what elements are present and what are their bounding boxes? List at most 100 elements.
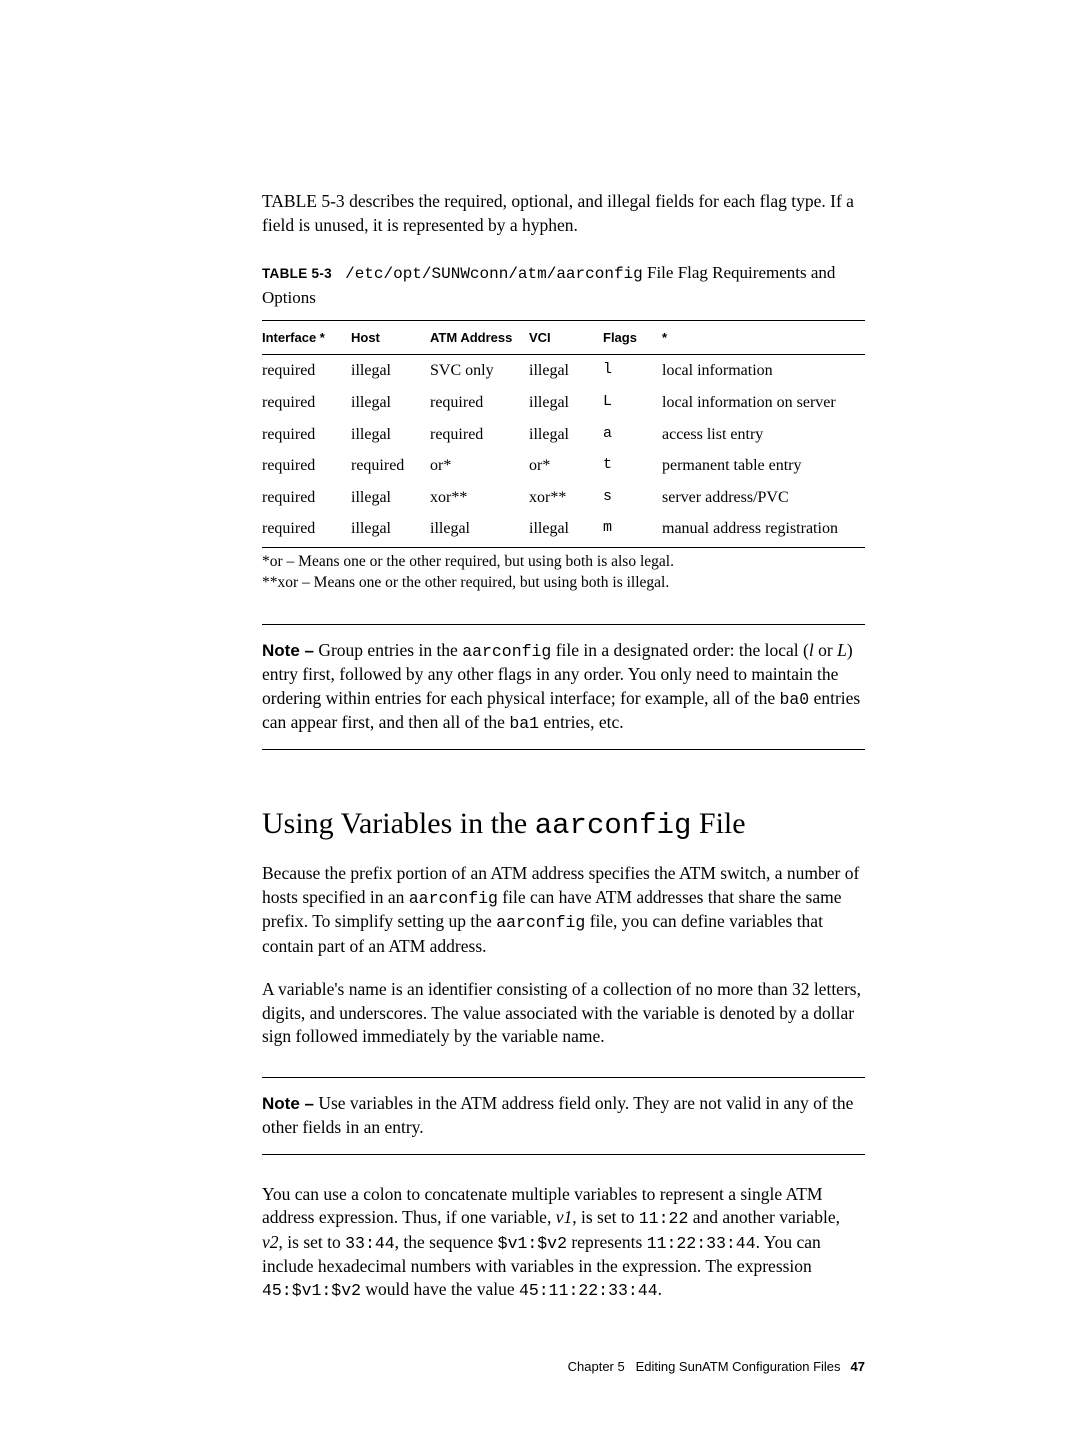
cell: illegal	[351, 387, 430, 419]
cell: a	[603, 419, 662, 451]
note-text: entries, etc.	[539, 712, 624, 732]
cell: or*	[529, 450, 603, 482]
cell: required	[430, 387, 529, 419]
p1-code2: aarconfig	[496, 913, 585, 932]
note-code: ba0	[780, 690, 810, 709]
note-label: Note –	[262, 641, 314, 660]
th-star: *	[662, 320, 865, 355]
heading-post: File	[691, 807, 745, 840]
cell: SVC only	[430, 355, 529, 387]
th-host: Host	[351, 320, 430, 355]
cell: illegal	[351, 513, 430, 547]
cell: m	[603, 513, 662, 547]
chapter-footer: Chapter 5 Editing SunATM Configuration F…	[262, 1358, 865, 1376]
heading-pre: Using Variables in the	[262, 807, 535, 840]
cell: or*	[430, 450, 529, 482]
table-row: required illegal required illegal a acce…	[262, 419, 865, 451]
p3-f: represents	[567, 1232, 647, 1252]
paragraph-prefix: Because the prefix portion of an ATM add…	[262, 862, 865, 958]
cell: required	[351, 450, 430, 482]
table-header-row: Interface * Host ATM Address VCI Flags *	[262, 320, 865, 355]
table-ref: TABLE 5-3	[262, 191, 345, 211]
p3-v1: v1	[556, 1207, 573, 1227]
footer-page: 47	[851, 1359, 865, 1374]
table-row: required required or* or* t permanent ta…	[262, 450, 865, 482]
th-vci: VCI	[529, 320, 603, 355]
p3-c6: 45:11:22:33:44	[519, 1281, 658, 1300]
note-label: Note –	[262, 1094, 314, 1113]
cell: local information on server	[662, 387, 865, 419]
cell: required	[262, 450, 351, 482]
note-code: aarconfig	[462, 642, 551, 661]
note-block-variables: Note – Use variables in the ATM address …	[262, 1077, 865, 1155]
cell: required	[262, 482, 351, 514]
p3-e: , the sequence	[395, 1232, 498, 1252]
cell: required	[262, 355, 351, 387]
flag-requirements-table: Interface * Host ATM Address VCI Flags *…	[262, 320, 865, 548]
cell: t	[603, 450, 662, 482]
th-atm-address: ATM Address	[430, 320, 529, 355]
th-interface: Interface *	[262, 320, 351, 355]
note-ital: L	[837, 640, 847, 660]
p3-h: would have the value	[361, 1279, 519, 1299]
p3-i: .	[658, 1279, 662, 1299]
table-footnotes: *or – Means one or the other required, b…	[262, 552, 865, 594]
table-caption: TABLE 5-3 /etc/opt/SUNWconn/atm/aarconfi…	[262, 261, 865, 310]
footnote-or: *or – Means one or the other required, b…	[262, 552, 865, 573]
cell: l	[603, 355, 662, 387]
p3-c1: 11:22	[639, 1209, 689, 1228]
section-heading: Using Variables in the aarconfig File	[262, 805, 865, 844]
p3-b: , is set to	[572, 1207, 639, 1227]
note-text: or	[814, 640, 837, 660]
p3-c4: 11:22:33:44	[647, 1234, 756, 1253]
cell: permanent table entry	[662, 450, 865, 482]
p3-v2: v2	[262, 1232, 279, 1252]
table-row: required illegal xor** xor** s server ad…	[262, 482, 865, 514]
footnote-xor: **xor – Means one or the other required,…	[262, 573, 865, 594]
p3-c: and another variable,	[688, 1207, 840, 1227]
cell: illegal	[430, 513, 529, 547]
cell: illegal	[529, 419, 603, 451]
table-caption-path: /etc/opt/SUNWconn/atm/aarconfig	[345, 265, 643, 283]
cell: xor**	[529, 482, 603, 514]
paragraph-variable-name: A variable's name is an identifier consi…	[262, 978, 865, 1049]
cell: illegal	[529, 513, 603, 547]
cell: xor**	[430, 482, 529, 514]
note-text: Use variables in the ATM address field o…	[262, 1093, 853, 1137]
footer-title: Editing SunATM Configuration Files	[636, 1359, 841, 1374]
note-code: ba1	[509, 714, 539, 733]
cell: server address/PVC	[662, 482, 865, 514]
footer-chapter: Chapter 5	[568, 1359, 625, 1374]
cell: L	[603, 387, 662, 419]
p1-code1: aarconfig	[409, 889, 498, 908]
page: TABLE 5-3 describes the required, option…	[0, 0, 1080, 1455]
cell: local information	[662, 355, 865, 387]
note-block-ordering: Note – Group entries in the aarconfig fi…	[262, 624, 865, 750]
cell: illegal	[351, 482, 430, 514]
cell: required	[262, 419, 351, 451]
cell: illegal	[529, 387, 603, 419]
cell: illegal	[529, 355, 603, 387]
cell: required	[262, 513, 351, 547]
heading-code: aarconfig	[535, 809, 692, 842]
paragraph-concat: You can use a colon to concatenate multi…	[262, 1183, 865, 1303]
th-flags: Flags	[603, 320, 662, 355]
note-text: Group entries in the	[314, 640, 462, 660]
intro-paragraph: TABLE 5-3 describes the required, option…	[262, 190, 865, 237]
cell: illegal	[351, 419, 430, 451]
cell: illegal	[351, 355, 430, 387]
cell: access list entry	[662, 419, 865, 451]
p3-c2: 33:44	[345, 1234, 395, 1253]
cell: s	[603, 482, 662, 514]
p3-c5: 45:$v1:$v2	[262, 1281, 361, 1300]
table-caption-label: TABLE 5-3	[262, 266, 332, 281]
cell: required	[430, 419, 529, 451]
p3-c3: $v1:$v2	[498, 1234, 567, 1253]
cell: required	[262, 387, 351, 419]
table-row: required illegal illegal illegal m manua…	[262, 513, 865, 547]
cell: manual address registration	[662, 513, 865, 547]
table-row: required illegal SVC only illegal l loca…	[262, 355, 865, 387]
note-text: file in a designated order: the local (	[551, 640, 809, 660]
p3-d: , is set to	[279, 1232, 346, 1252]
table-row: required illegal required illegal L loca…	[262, 387, 865, 419]
